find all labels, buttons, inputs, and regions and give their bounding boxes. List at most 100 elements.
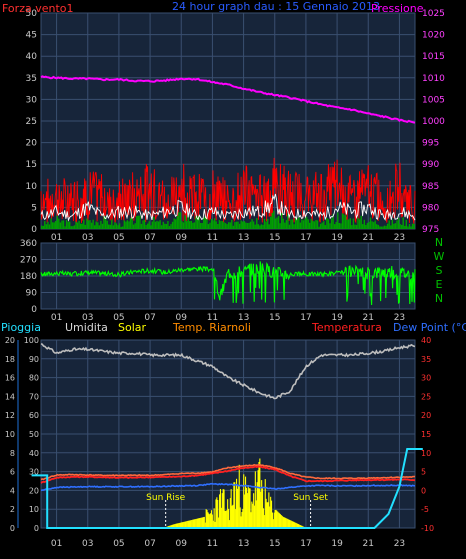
wind-average-bar xyxy=(96,222,97,229)
wind-average-bar xyxy=(392,220,393,229)
wind-average-bar xyxy=(130,218,131,229)
direction-tick-label: 90 xyxy=(26,289,38,299)
wind-average-bar xyxy=(131,217,132,229)
wind-average-bar xyxy=(298,217,299,229)
wind-average-bar xyxy=(370,218,371,230)
wind-average-bar xyxy=(387,224,388,229)
wind-average-bar xyxy=(110,225,111,229)
wind-average-bar xyxy=(371,221,372,229)
wind-average-bar xyxy=(345,215,346,229)
wind-average-bar xyxy=(166,224,167,229)
wind-average-bar xyxy=(159,220,160,229)
wind-average-bar xyxy=(108,225,109,230)
legend-humidity: Umidita xyxy=(65,321,108,334)
wind-average-bar xyxy=(122,227,123,230)
rain-tick-label: 16 xyxy=(5,374,15,383)
wind-average-bar xyxy=(63,220,64,229)
wind-average-bar xyxy=(92,220,93,229)
wind-average-bar xyxy=(261,224,262,229)
wind-average-bar xyxy=(127,220,128,229)
wind-average-bar xyxy=(403,217,404,229)
wind-average-bar xyxy=(82,224,83,229)
wind-average-bar xyxy=(241,221,242,230)
wind-average-bar xyxy=(85,225,86,229)
wind-average-bar xyxy=(74,225,75,229)
wind-average-bar xyxy=(75,222,76,229)
wind-average-bar xyxy=(286,220,287,229)
wind-average-bar xyxy=(97,222,98,229)
wind-average-bar xyxy=(158,222,159,230)
wind-average-bar xyxy=(359,219,360,229)
wind-average-bar xyxy=(139,216,140,229)
direction-tick-label: 0 xyxy=(31,305,37,315)
wind-average-bar xyxy=(317,220,318,229)
sun-rise-label: Sun Rise xyxy=(146,493,185,503)
wind-average-bar xyxy=(292,219,293,229)
wind-average-bar xyxy=(136,216,137,229)
temperature-tick-label: -5 xyxy=(421,505,429,514)
x-tick-label: 17 xyxy=(300,539,311,549)
wind-average-bar xyxy=(318,227,319,229)
wind-average-bar xyxy=(258,224,259,229)
wind-average-bar xyxy=(237,222,238,229)
wind-average-bar xyxy=(50,218,51,229)
rain-tick-label: 12 xyxy=(5,411,15,420)
pressure-axis-label: Pressione xyxy=(371,2,424,15)
wind-average-bar xyxy=(91,223,92,229)
x-tick-label: 15 xyxy=(269,539,280,549)
wind-average-bar xyxy=(164,224,165,229)
wind-average-bar xyxy=(322,223,323,229)
temperature-tick-label: 5 xyxy=(421,468,426,477)
wind-average-bar xyxy=(170,224,171,229)
wind-average-bar xyxy=(255,225,256,229)
pressure-tick-label: 995 xyxy=(422,139,439,149)
wind-average-bar xyxy=(211,219,212,229)
wind-average-bar xyxy=(230,222,231,229)
wind-average-bar xyxy=(172,222,173,229)
wind-average-bar xyxy=(236,222,237,229)
wind-average-bar xyxy=(342,213,343,229)
wind-average-bar xyxy=(375,221,376,230)
wind-average-bar xyxy=(49,224,50,229)
pressure-tick-label: 1005 xyxy=(422,95,445,105)
wind-average-bar xyxy=(247,223,248,229)
humidity-tick-label: 10 xyxy=(29,505,39,514)
humidity-tick-label: 70 xyxy=(29,392,39,401)
x-tick-label: 09 xyxy=(176,233,188,243)
wind-average-bar xyxy=(200,223,201,229)
wind-average-bar xyxy=(301,219,302,229)
wind-average-bar xyxy=(348,219,349,229)
wind-average-bar xyxy=(61,221,62,230)
wind-average-bar xyxy=(239,224,240,229)
wind-average-bar xyxy=(226,224,227,229)
wind-average-bar xyxy=(311,219,312,229)
wind-tick-label: 0 xyxy=(31,225,37,235)
pressure-tick-label: 1010 xyxy=(422,74,445,84)
x-tick-label: 11 xyxy=(207,539,218,549)
wind-average-bar xyxy=(379,226,380,229)
wind-average-bar xyxy=(265,222,266,229)
pressure-tick-label: 1015 xyxy=(422,52,445,62)
wind-average-bar xyxy=(281,213,282,229)
rain-tick-label: 14 xyxy=(5,392,15,401)
wind-average-bar xyxy=(155,222,156,229)
pressure-tick-label: 985 xyxy=(422,182,439,192)
temperature-tick-label: 20 xyxy=(421,411,431,420)
wind-average-bar xyxy=(169,226,170,229)
humidity-tick-label: 90 xyxy=(29,355,39,364)
wind-average-bar xyxy=(60,223,61,230)
wind-average-bar xyxy=(202,223,203,229)
wind-average-bar xyxy=(54,222,55,229)
wind-average-bar xyxy=(329,223,330,229)
wind-average-bar xyxy=(284,223,285,229)
wind-average-bar xyxy=(390,225,391,229)
wind-average-bar xyxy=(167,221,168,229)
legend-temp-indoor: Temp. Riarnoli xyxy=(172,321,251,334)
wind-average-bar xyxy=(135,223,136,229)
wind-average-bar xyxy=(334,224,335,229)
wind-average-bar xyxy=(41,226,42,229)
wind-average-bar xyxy=(253,222,254,230)
wind-average-bar xyxy=(228,222,229,229)
wind-average-bar xyxy=(77,223,78,230)
wind-average-bar xyxy=(245,223,246,230)
